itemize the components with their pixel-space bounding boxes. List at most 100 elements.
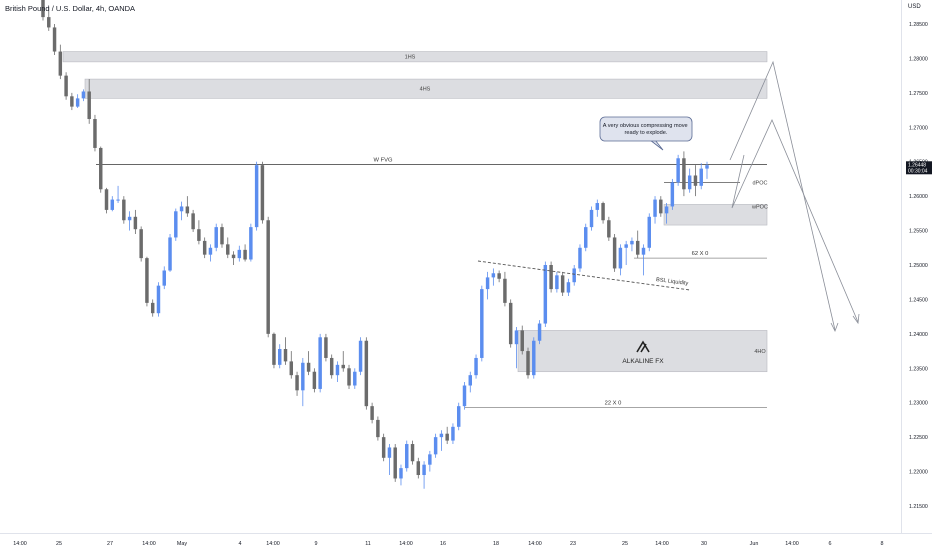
- candle-body: [595, 203, 600, 210]
- candle-body: [249, 227, 253, 260]
- x-tick-label: 27: [107, 541, 113, 547]
- candle-65: [416, 457, 421, 479]
- candle-body: [635, 240, 640, 255]
- candle-34: [237, 245, 242, 262]
- alkaline-logo-icon: [636, 340, 650, 353]
- candle-97: [601, 201, 605, 224]
- candle-26: [191, 209, 195, 232]
- candle-body: [214, 227, 218, 248]
- callout-line-1: A very obvious compressing move: [603, 123, 688, 129]
- candle-body: [491, 273, 496, 278]
- candle-33: [231, 251, 236, 265]
- candle-96: [595, 199, 600, 217]
- candle-body: [289, 361, 294, 376]
- candle-body: [179, 206, 184, 212]
- candle-70: [445, 426, 449, 445]
- candle-body: [47, 17, 51, 28]
- candle-104: [641, 244, 646, 276]
- level-label-wfvg: W FVG: [374, 157, 393, 163]
- candle-31: [220, 223, 224, 248]
- candle-body: [537, 323, 542, 341]
- candle-7: [81, 89, 86, 102]
- candle-body: [150, 302, 155, 314]
- zone-label-4hs: 4HS: [420, 87, 431, 93]
- candle-55: [358, 337, 363, 376]
- candle-body: [370, 406, 374, 420]
- candle-22: [168, 234, 172, 272]
- candle-body: [127, 216, 132, 221]
- candle-body: [676, 158, 680, 183]
- candle-body: [174, 211, 178, 238]
- x-tick-label: 14:00: [399, 541, 413, 547]
- callout-line-2: ready to explode.: [625, 130, 668, 136]
- candle-69: [439, 430, 444, 451]
- candle-47: [312, 368, 317, 393]
- candle-body: [520, 330, 524, 352]
- price-axis[interactable]: 1.285001.280001.275001.270001.265001.260…: [901, 0, 932, 533]
- candle-39: [266, 216, 270, 338]
- x-tick-label: 16: [440, 541, 446, 547]
- candle-body: [324, 337, 328, 358]
- x-tick-label: Jun: [750, 541, 759, 547]
- candle-46: [306, 351, 311, 376]
- candle-61: [393, 444, 397, 482]
- candle-body: [693, 175, 698, 186]
- candle-84: [526, 347, 530, 379]
- candle-body: [612, 237, 617, 269]
- candle-body: [335, 364, 340, 376]
- candle-108: [664, 203, 669, 224]
- x-tick-label: 6: [829, 541, 832, 547]
- candle-body: [41, 0, 45, 18]
- candle-114: [699, 163, 703, 190]
- x-tick-label: 8: [881, 541, 884, 547]
- candle-2: [52, 24, 57, 55]
- candle-body: [497, 273, 501, 279]
- candle-body: [514, 330, 519, 345]
- candle-body: [485, 277, 490, 290]
- candle-71: [451, 423, 455, 445]
- candle-body: [301, 362, 305, 391]
- projection-arrowhead-2: [852, 313, 860, 325]
- candle-54: [353, 368, 357, 389]
- candle-36: [249, 223, 253, 262]
- projection-arrowhead-1: [830, 322, 839, 332]
- x-tick-label: 14:00: [528, 541, 542, 547]
- candle-body: [347, 368, 351, 386]
- candle-105: [647, 213, 651, 252]
- candle-25: [185, 196, 190, 217]
- candle-body: [168, 237, 172, 271]
- candle-body: [405, 444, 409, 469]
- candle-body: [133, 216, 138, 230]
- candle-0: [41, 0, 45, 21]
- candle-body: [647, 216, 651, 248]
- candle-51: [335, 361, 340, 383]
- time-axis[interactable]: 14:00 25 27 14:00 May 4 14:00 9 11 14:00 16 18 14:00…: [0, 533, 932, 551]
- y-tick-label: 1.24000: [909, 332, 928, 338]
- candle-3: [58, 44, 63, 80]
- candle-87: [543, 261, 548, 327]
- candle-111: [682, 151, 686, 197]
- candle-body: [283, 349, 288, 362]
- candle-40: [272, 332, 276, 369]
- y-tick-label: 1.25000: [909, 263, 928, 269]
- candle-17: [139, 226, 143, 262]
- candle-body: [555, 275, 559, 290]
- candle-115: [705, 161, 709, 179]
- candle-68: [433, 433, 438, 458]
- candle-32: [226, 237, 230, 259]
- candle-body: [699, 168, 703, 186]
- zone-wpoc: [663, 204, 768, 226]
- zone-1hs: [62, 51, 768, 63]
- candle-82: [514, 326, 519, 369]
- candle-66: [422, 461, 426, 489]
- candle-52: [341, 351, 345, 372]
- candle-49: [324, 333, 328, 362]
- candle-body: [439, 433, 444, 438]
- candle-106: [653, 196, 657, 224]
- candle-body: [220, 227, 224, 245]
- x-tick-label: 14:00: [142, 541, 156, 547]
- candle-body: [618, 247, 623, 269]
- candle-57: [370, 402, 374, 424]
- candle-85: [532, 337, 536, 379]
